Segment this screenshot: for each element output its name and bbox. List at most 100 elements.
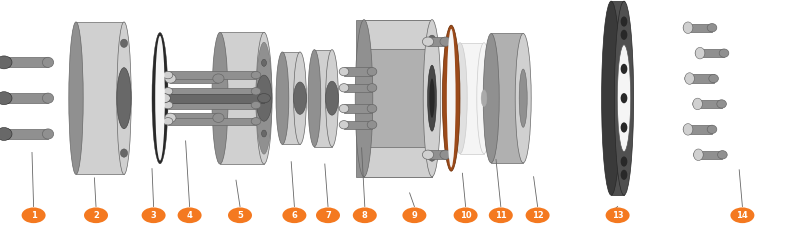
Ellipse shape <box>251 101 261 109</box>
Bar <box>491 33 523 163</box>
Ellipse shape <box>693 100 702 108</box>
Ellipse shape <box>142 207 166 223</box>
Bar <box>76 22 124 174</box>
Ellipse shape <box>0 93 10 103</box>
Ellipse shape <box>316 207 340 223</box>
Ellipse shape <box>483 33 499 163</box>
Ellipse shape <box>262 59 266 66</box>
Ellipse shape <box>152 33 168 164</box>
Ellipse shape <box>453 43 467 154</box>
Text: 7: 7 <box>325 211 331 220</box>
Ellipse shape <box>683 24 693 32</box>
Ellipse shape <box>251 88 261 95</box>
Bar <box>428 37 446 46</box>
Bar <box>170 113 218 122</box>
Ellipse shape <box>730 207 754 223</box>
Ellipse shape <box>163 88 173 95</box>
Ellipse shape <box>614 1 634 195</box>
Ellipse shape <box>621 170 627 180</box>
Ellipse shape <box>685 73 694 84</box>
Ellipse shape <box>339 104 349 113</box>
Ellipse shape <box>228 207 252 223</box>
Ellipse shape <box>42 57 54 67</box>
Text: 2: 2 <box>93 211 99 220</box>
Text: 6: 6 <box>291 211 298 220</box>
Bar <box>344 84 372 92</box>
Bar <box>314 50 332 147</box>
Ellipse shape <box>481 90 487 106</box>
Ellipse shape <box>446 29 455 167</box>
Bar <box>168 88 256 95</box>
Ellipse shape <box>178 207 202 223</box>
Ellipse shape <box>262 130 266 137</box>
Ellipse shape <box>621 93 627 103</box>
Ellipse shape <box>526 207 550 223</box>
Ellipse shape <box>0 128 12 140</box>
Ellipse shape <box>454 207 478 223</box>
Ellipse shape <box>69 22 83 174</box>
Ellipse shape <box>709 74 718 83</box>
Ellipse shape <box>256 42 272 154</box>
Ellipse shape <box>685 74 694 83</box>
Ellipse shape <box>256 75 272 121</box>
Text: 12: 12 <box>532 211 543 220</box>
Ellipse shape <box>294 52 306 144</box>
Ellipse shape <box>694 151 703 159</box>
Bar <box>688 24 712 32</box>
Ellipse shape <box>42 129 54 139</box>
Ellipse shape <box>718 151 727 159</box>
Ellipse shape <box>440 150 451 159</box>
Text: 1: 1 <box>30 211 37 220</box>
Ellipse shape <box>262 130 266 137</box>
Ellipse shape <box>693 98 702 110</box>
Ellipse shape <box>121 149 128 157</box>
Bar <box>364 20 432 177</box>
Ellipse shape <box>694 149 703 161</box>
Bar <box>168 101 256 109</box>
Ellipse shape <box>422 37 434 46</box>
Bar <box>698 151 722 159</box>
Bar <box>164 94 264 103</box>
Ellipse shape <box>429 153 435 161</box>
Ellipse shape <box>442 25 460 171</box>
Ellipse shape <box>339 67 349 76</box>
Ellipse shape <box>251 118 261 125</box>
Text: 14: 14 <box>737 211 748 220</box>
Bar <box>688 125 712 134</box>
Ellipse shape <box>294 82 306 114</box>
Ellipse shape <box>262 95 266 102</box>
Bar <box>282 52 300 144</box>
Bar <box>170 74 218 83</box>
Ellipse shape <box>163 118 173 125</box>
Ellipse shape <box>621 16 627 27</box>
Ellipse shape <box>0 92 12 105</box>
Ellipse shape <box>440 37 451 46</box>
Bar <box>344 121 372 129</box>
Ellipse shape <box>258 94 270 103</box>
Ellipse shape <box>519 69 527 127</box>
Ellipse shape <box>618 45 630 152</box>
Ellipse shape <box>212 32 228 164</box>
Ellipse shape <box>367 121 377 129</box>
Bar <box>698 100 722 108</box>
Ellipse shape <box>158 94 170 103</box>
Text: 8: 8 <box>362 211 368 220</box>
Ellipse shape <box>308 50 321 147</box>
Text: 9: 9 <box>411 211 418 220</box>
Ellipse shape <box>515 33 531 163</box>
Bar <box>356 20 364 177</box>
Ellipse shape <box>683 124 693 135</box>
Ellipse shape <box>430 79 434 118</box>
Ellipse shape <box>489 207 513 223</box>
Ellipse shape <box>262 95 266 102</box>
Ellipse shape <box>262 59 266 66</box>
Ellipse shape <box>84 207 108 223</box>
Ellipse shape <box>428 65 437 131</box>
Ellipse shape <box>165 113 176 122</box>
Bar <box>364 147 432 177</box>
Bar <box>700 49 724 57</box>
Ellipse shape <box>355 20 373 177</box>
Ellipse shape <box>339 84 349 92</box>
Ellipse shape <box>256 32 272 164</box>
Ellipse shape <box>695 47 705 59</box>
